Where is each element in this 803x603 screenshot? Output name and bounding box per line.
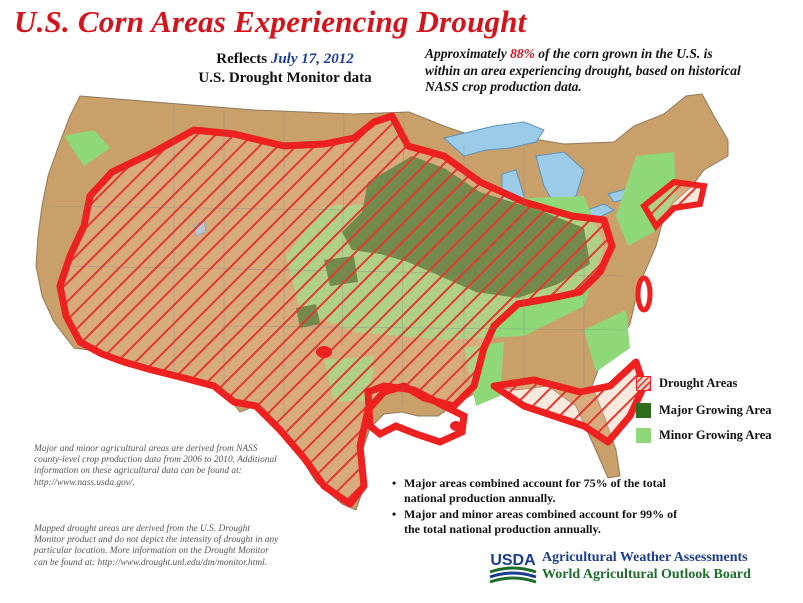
drought-area-southern-plains <box>364 382 468 446</box>
legend-swatch-major <box>636 403 651 418</box>
credit-line-1: Agricultural Weather Assessments <box>542 550 748 565</box>
legend-item-minor: Minor Growing Area <box>636 428 772 443</box>
minor-area-east <box>616 152 676 246</box>
us-drought-map <box>35 93 729 511</box>
credit-line-2: World Agricultural Outlook Board <box>542 567 751 582</box>
credits: Agricultural Weather Assessments World A… <box>542 549 751 583</box>
drought-area-southeast <box>490 358 648 446</box>
drought-pocket-louisiana <box>450 421 462 431</box>
subtitle-source: U.S. Drought Monitor data <box>198 70 372 86</box>
summary-lead: Approximately <box>425 46 507 61</box>
map-title: U.S. Corn Areas Experiencing Drought <box>14 4 527 39</box>
lake-huron <box>535 151 585 205</box>
drought-pocket-oklahoma <box>316 346 332 358</box>
drought-area-northeast <box>640 178 708 231</box>
legend-item-drought: Drought Areas <box>636 376 737 391</box>
drought-summary: Approximately 88% of the corn grown in t… <box>425 46 745 96</box>
usda-logo-field-line-1 <box>489 566 537 574</box>
footnote-agricultural-data: Major and minor agricultural areas are d… <box>34 444 277 488</box>
minor-area-southeast <box>584 310 630 372</box>
legend-swatch-minor <box>636 428 651 443</box>
bullet-icon: • <box>392 476 397 490</box>
subtitle-date: July 17, 2012 <box>270 51 354 67</box>
map-subtitle: Reflects July 17, 2012 U.S. Drought Moni… <box>190 50 380 88</box>
production-notes: • Major areas combined account for 75% o… <box>392 476 692 538</box>
note-text: Major areas combined account for 75% of … <box>404 476 666 505</box>
usda-logo-field-line-2 <box>489 571 537 579</box>
legend-swatch-drought <box>636 376 651 391</box>
note-item: • Major and minor areas combined account… <box>392 507 692 536</box>
legend-item-major: Major Growing Area <box>636 403 772 418</box>
footnote-drought-data: Mapped drought areas are derived from th… <box>34 524 279 568</box>
usda-logo-text: USDA <box>490 552 536 569</box>
lake-superior <box>442 121 545 157</box>
legend-label-major: Major Growing Area <box>659 403 772 417</box>
legend-label-minor: Minor Growing Area <box>659 428 772 442</box>
drought-pocket-virginia <box>635 275 653 313</box>
summary-rest: of the corn grown in the U.S. is within … <box>425 46 741 94</box>
legend-label-drought: Drought Areas <box>659 376 738 390</box>
summary-percent: 88% <box>510 46 535 61</box>
usda-logo: USDA <box>489 552 537 584</box>
state-boundaries <box>43 106 625 416</box>
bullet-icon: • <box>392 507 397 521</box>
usda-logo-field-line-3 <box>489 576 537 584</box>
drought-pockets <box>316 275 653 431</box>
minor-area-northwest <box>64 130 110 166</box>
note-text: Major and minor areas combined account f… <box>404 507 678 536</box>
note-item: • Major areas combined account for 75% o… <box>392 476 692 505</box>
subtitle-prefix: Reflects <box>216 51 268 67</box>
